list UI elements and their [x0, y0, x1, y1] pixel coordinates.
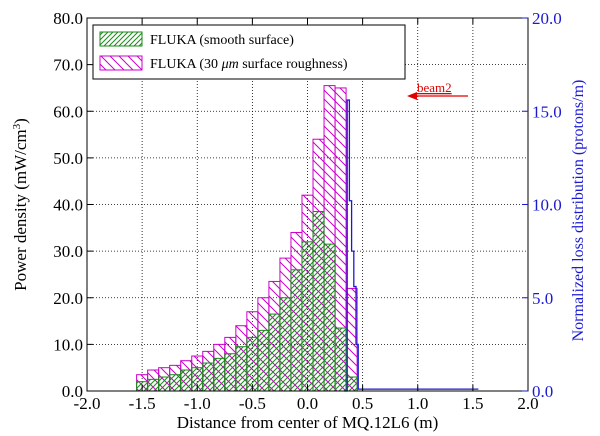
bar [257, 329, 270, 392]
y2-tick-label: 5.0 [532, 289, 553, 308]
bar [279, 297, 292, 392]
bar [147, 378, 160, 392]
bar [224, 353, 237, 392]
y2-tick-label: 20.0 [532, 9, 562, 28]
legend-label-rough-post: surface roughness) [239, 57, 348, 72]
y-tick-label: 0.0 [62, 382, 83, 401]
y-tick-label: 10.0 [53, 335, 83, 354]
x-tick-label: 2.0 [517, 394, 538, 413]
x-tick-label: -0.5 [239, 394, 266, 413]
y-axis-label-sup: 3 [11, 123, 23, 129]
legend-swatch-smooth [99, 31, 143, 47]
x-axis: -2.0 -1.5 -1.0 -0.5 0.0 0.5 1.0 1.5 2.0 [74, 18, 539, 413]
bar [158, 376, 171, 392]
legend-swatch-rough [99, 55, 143, 71]
x-tick-label: 0.5 [352, 394, 373, 413]
y-tick-label: 40.0 [53, 196, 83, 215]
y2-tick-label: 15.0 [532, 102, 562, 121]
bar [301, 241, 314, 392]
bar [334, 327, 347, 392]
loss-distribution-line [343, 99, 479, 392]
bar [202, 362, 215, 392]
series-smooth-surface [136, 210, 358, 392]
beam-arrow-head [407, 92, 417, 100]
legend-label-rough: FLUKA (30 μm surface roughness) [150, 57, 348, 72]
x-tick-label: -1.5 [129, 394, 156, 413]
y-axis-right: 0.0 5.0 10.0 15.0 20.0 [522, 9, 562, 401]
y-tick-label: 80.0 [53, 9, 83, 28]
x-tick-label: 1.0 [407, 394, 428, 413]
y-tick-label: 30.0 [53, 242, 83, 261]
legend-label-rough-mu: μm [221, 57, 239, 72]
y-axis-label: Power density (mW/cm3) [11, 118, 30, 291]
legend: FLUKA (smooth surface) FLUKA (30 μm surf… [92, 24, 406, 80]
bar [246, 336, 259, 392]
legend-label-rough-pre: FLUKA (30 [150, 57, 222, 72]
y2-tick-label: 0.0 [532, 382, 553, 401]
y2-tick-label: 10.0 [532, 196, 562, 215]
x-tick-label: 1.5 [462, 394, 483, 413]
y-tick-label: 60.0 [53, 102, 83, 121]
bar [235, 346, 248, 392]
y-tick-label: 50.0 [53, 149, 83, 168]
beam-annotation-label: beam2 [417, 80, 452, 95]
x-tick-label: 0.0 [297, 394, 318, 413]
bar [323, 243, 336, 392]
y-axis-left: 0.0 10.0 20.0 30.0 40.0 50.0 60.0 70.0 80.0 [53, 9, 93, 401]
bar [268, 313, 281, 392]
loss-distribution [343, 99, 479, 392]
y2-axis-label: Normalized loss distribution (protons/m) [570, 80, 587, 342]
bar [213, 357, 226, 392]
x-tick-label: -2.0 [74, 394, 101, 413]
y-axis-label-main: Power density (mW/cm [11, 129, 30, 290]
legend-label-smooth: FLUKA (smooth surface) [150, 33, 294, 48]
bar [312, 210, 325, 392]
bar [290, 269, 303, 392]
x-axis-label: Distance from center of MQ.12L6 (m) [177, 413, 439, 432]
y-axis-label-end: ) [11, 118, 30, 124]
beam-annotation: beam2 [407, 80, 468, 100]
bar [180, 369, 193, 392]
y-tick-label: 70.0 [53, 56, 83, 75]
legend-box [92, 24, 406, 80]
y-tick-label: 20.0 [53, 289, 83, 308]
bar [169, 374, 182, 392]
x-tick-label: -1.0 [184, 394, 211, 413]
